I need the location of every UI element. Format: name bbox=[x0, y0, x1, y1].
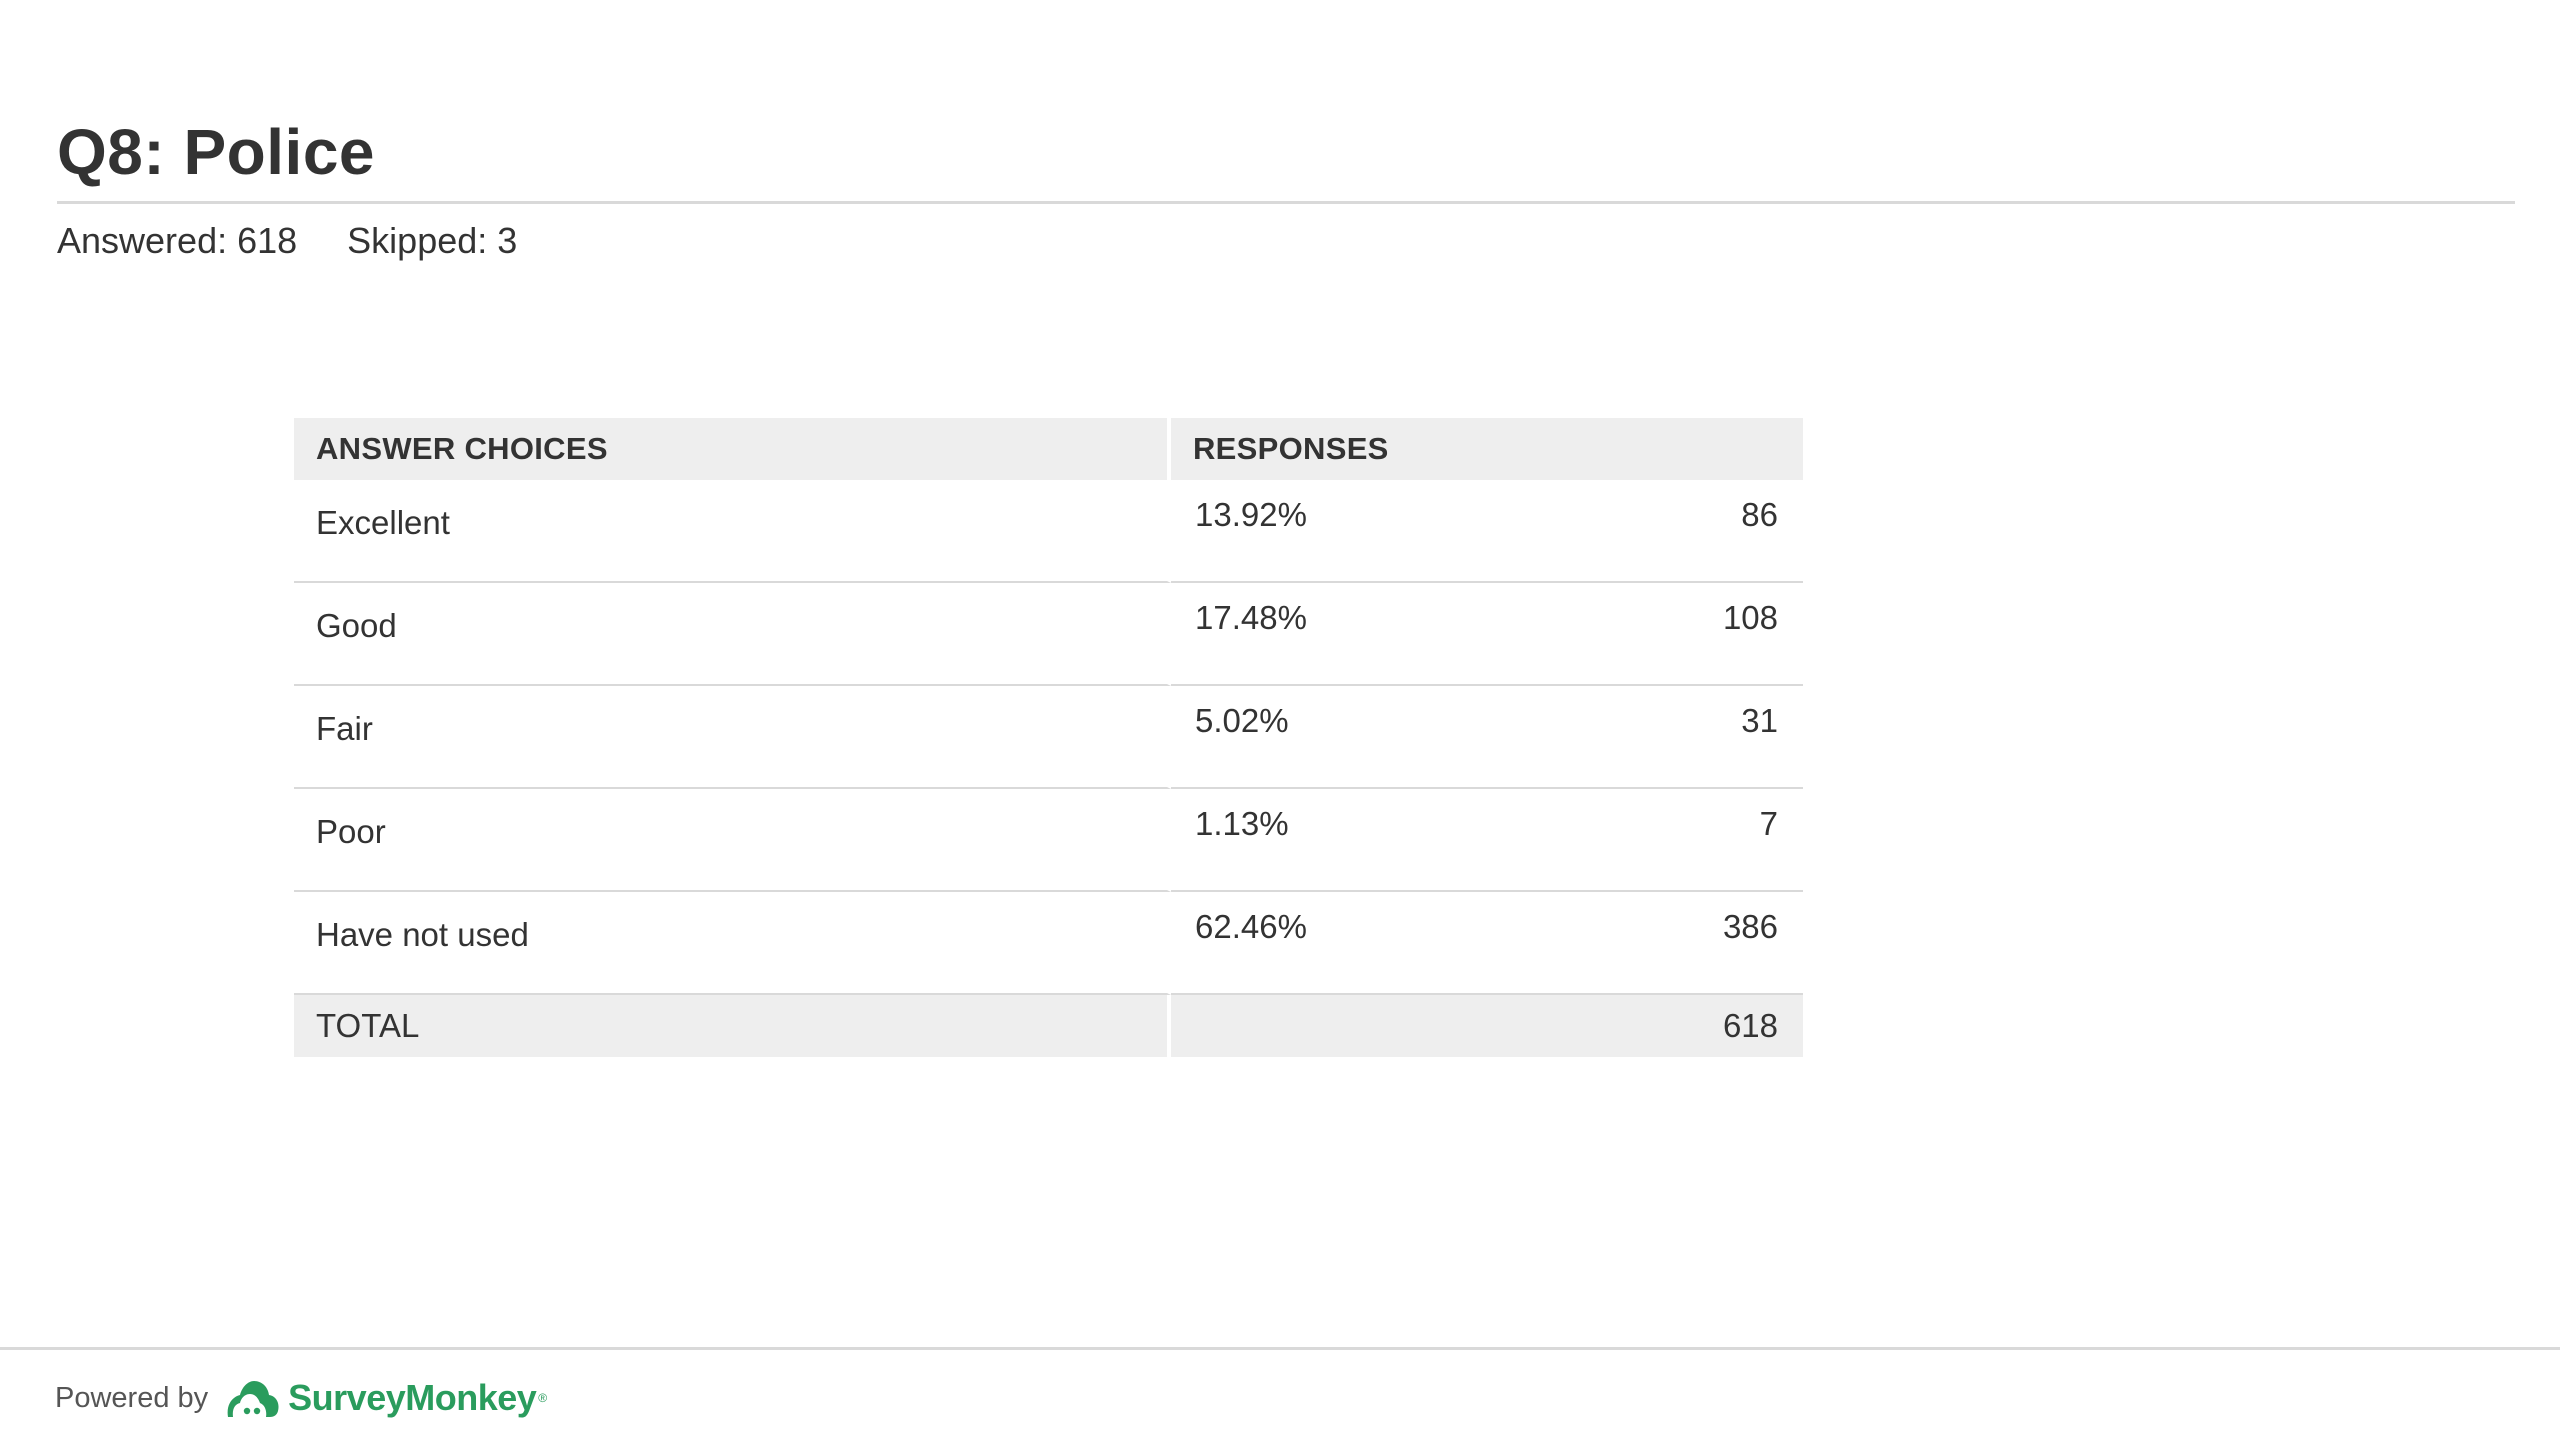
table-row: Have not used 62.46% 386 bbox=[294, 892, 1803, 995]
table-row: Poor 1.13% 7 bbox=[294, 789, 1803, 892]
response-percent: 17.48% bbox=[1195, 599, 1307, 636]
powered-by-text: Powered by bbox=[55, 1381, 209, 1414]
response-cell: 13.92% 86 bbox=[1171, 480, 1803, 583]
brand-name: SurveyMonkey bbox=[288, 1377, 537, 1418]
answer-choice: Good bbox=[294, 583, 1171, 686]
registered-mark: ® bbox=[538, 1391, 548, 1405]
response-percent: 5.02% bbox=[1195, 702, 1289, 739]
table-row: Excellent 13.92% 86 bbox=[294, 480, 1803, 583]
response-percent: 62.46% bbox=[1195, 908, 1307, 945]
answer-choice: Poor bbox=[294, 789, 1171, 892]
response-percent: 1.13% bbox=[1195, 805, 1289, 842]
response-cell: 5.02% 31 bbox=[1171, 686, 1803, 789]
header-answer-choices: ANSWER CHOICES bbox=[294, 418, 1171, 480]
footer: Powered by SurveyMonkey ® bbox=[55, 1368, 547, 1428]
table-row: Fair 5.02% 31 bbox=[294, 686, 1803, 789]
table-header-row: ANSWER CHOICES RESPONSES bbox=[294, 418, 1803, 480]
header-responses: RESPONSES bbox=[1171, 418, 1803, 480]
answered-count: Answered: 618 bbox=[57, 220, 298, 261]
response-count: 7 bbox=[1759, 805, 1778, 842]
response-cell: 62.46% 386 bbox=[1171, 892, 1803, 995]
answer-choice: Fair bbox=[294, 686, 1171, 789]
total-label: TOTAL bbox=[294, 995, 1171, 1057]
title-divider bbox=[57, 201, 2515, 204]
response-count: 86 bbox=[1741, 496, 1778, 533]
answer-choice: Excellent bbox=[294, 480, 1171, 583]
footer-divider bbox=[0, 1347, 2560, 1350]
total-cell: 618 bbox=[1171, 995, 1803, 1057]
response-count: 31 bbox=[1741, 702, 1778, 739]
response-cell: 1.13% 7 bbox=[1171, 789, 1803, 892]
response-percent: 13.92% bbox=[1195, 496, 1307, 533]
response-stats: Answered: 618 Skipped: 3 bbox=[57, 218, 517, 264]
response-count: 108 bbox=[1722, 599, 1778, 636]
response-count: 386 bbox=[1722, 908, 1778, 945]
answer-choice: Have not used bbox=[294, 892, 1171, 995]
total-row: TOTAL 618 bbox=[294, 995, 1803, 1057]
skipped-count: Skipped: 3 bbox=[347, 220, 518, 261]
total-count: 618 bbox=[1722, 1007, 1778, 1044]
surveymonkey-logo-icon bbox=[227, 1381, 279, 1417]
response-cell: 17.48% 108 bbox=[1171, 583, 1803, 686]
page-title: Q8: Police bbox=[57, 116, 375, 188]
results-table: ANSWER CHOICES RESPONSES Excellent 13.92… bbox=[294, 418, 1803, 1057]
table-row: Good 17.48% 108 bbox=[294, 583, 1803, 686]
